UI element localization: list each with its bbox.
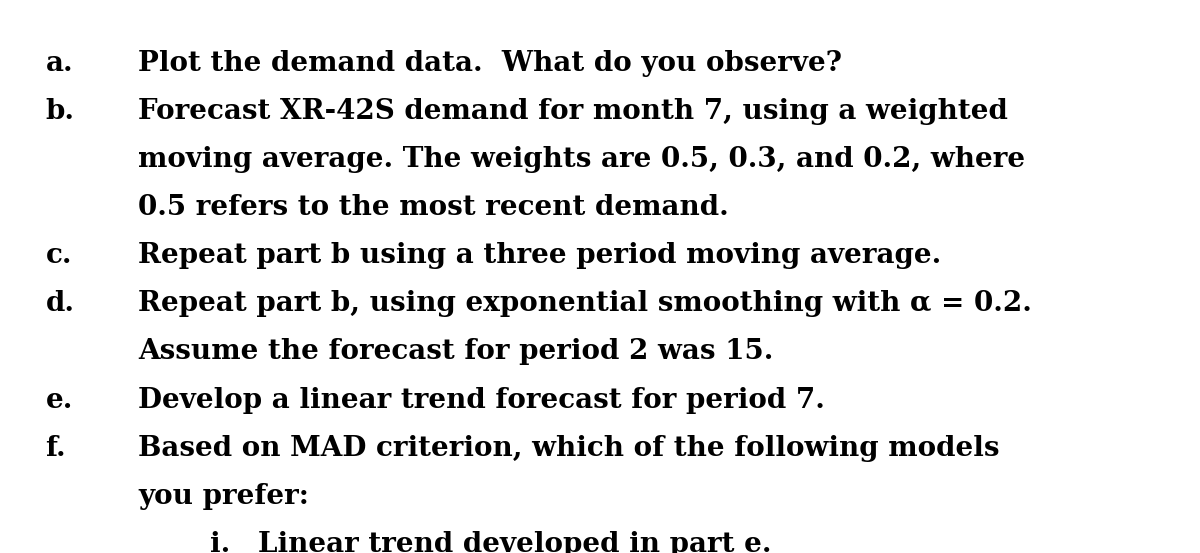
Text: i.: i. xyxy=(210,531,230,553)
Text: e.: e. xyxy=(46,387,73,414)
Text: Repeat part b, using exponential smoothing with α = 0.2.: Repeat part b, using exponential smoothi… xyxy=(138,290,1032,317)
Text: you prefer:: you prefer: xyxy=(138,483,308,510)
Text: d.: d. xyxy=(46,290,74,317)
Text: moving average. The weights are 0.5, 0.3, and 0.2, where: moving average. The weights are 0.5, 0.3… xyxy=(138,146,1025,173)
Text: Linear trend developed in part e.: Linear trend developed in part e. xyxy=(258,531,772,553)
Text: Plot the demand data.  What do you observe?: Plot the demand data. What do you observ… xyxy=(138,50,842,77)
Text: f.: f. xyxy=(46,435,66,462)
Text: Forecast XR-42S demand for month 7, using a weighted: Forecast XR-42S demand for month 7, usin… xyxy=(138,98,1008,125)
Text: a.: a. xyxy=(46,50,73,77)
Text: Based on MAD criterion, which of the following models: Based on MAD criterion, which of the fol… xyxy=(138,435,1000,462)
Text: 0.5 refers to the most recent demand.: 0.5 refers to the most recent demand. xyxy=(138,194,728,221)
Text: c.: c. xyxy=(46,242,72,269)
Text: Repeat part b using a three period moving average.: Repeat part b using a three period movin… xyxy=(138,242,941,269)
Text: b.: b. xyxy=(46,98,74,125)
Text: Develop a linear trend forecast for period 7.: Develop a linear trend forecast for peri… xyxy=(138,387,824,414)
Text: Assume the forecast for period 2 was 15.: Assume the forecast for period 2 was 15. xyxy=(138,338,773,366)
